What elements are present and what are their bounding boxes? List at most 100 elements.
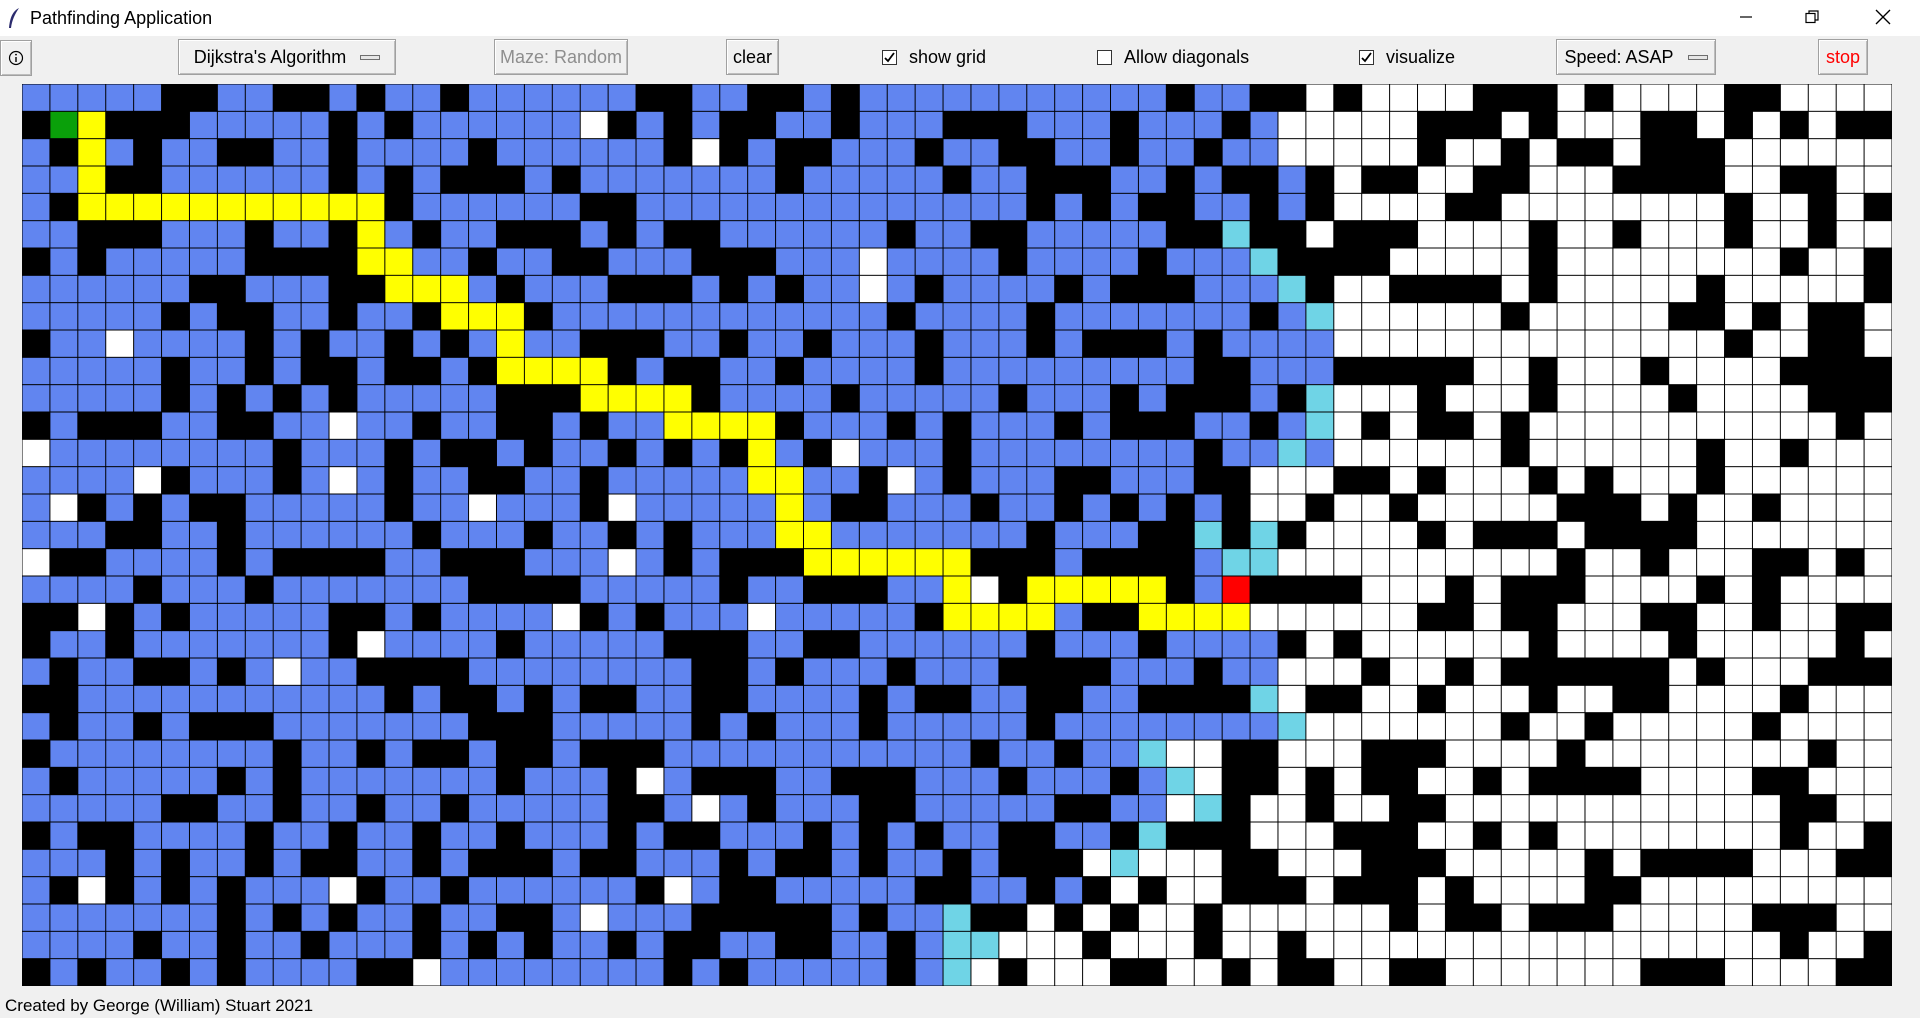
visited-cell[interactable] bbox=[217, 166, 245, 193]
wall-cell[interactable] bbox=[1027, 303, 1055, 330]
wall-cell[interactable] bbox=[413, 658, 441, 685]
wall-cell[interactable] bbox=[217, 877, 245, 904]
visited-cell[interactable] bbox=[1138, 385, 1166, 412]
visited-cell[interactable] bbox=[999, 713, 1027, 740]
wall-cell[interactable] bbox=[1194, 931, 1222, 959]
visited-cell[interactable] bbox=[1278, 166, 1306, 193]
visited-cell[interactable] bbox=[748, 521, 776, 549]
empty-cell[interactable] bbox=[1445, 549, 1473, 576]
empty-cell[interactable] bbox=[1752, 139, 1780, 166]
visited-cell[interactable] bbox=[273, 576, 301, 603]
visited-cell[interactable] bbox=[1222, 303, 1250, 330]
empty-cell[interactable] bbox=[1864, 467, 1892, 494]
path-cell[interactable] bbox=[1222, 603, 1250, 631]
empty-cell[interactable] bbox=[1445, 521, 1473, 549]
wall-cell[interactable] bbox=[1585, 521, 1613, 549]
wall-cell[interactable] bbox=[134, 576, 162, 603]
empty-cell[interactable] bbox=[1390, 467, 1418, 494]
wall-cell[interactable] bbox=[1166, 84, 1194, 111]
visited-cell[interactable] bbox=[580, 576, 608, 603]
empty-cell[interactable] bbox=[1390, 303, 1418, 330]
visited-cell[interactable] bbox=[943, 521, 971, 549]
visited-cell[interactable] bbox=[496, 193, 524, 221]
empty-cell[interactable] bbox=[1808, 685, 1836, 713]
visited-cell[interactable] bbox=[776, 221, 803, 248]
visited-cell[interactable] bbox=[385, 221, 413, 248]
empty-cell[interactable] bbox=[357, 631, 385, 658]
wall-cell[interactable] bbox=[1334, 248, 1362, 275]
wall-cell[interactable] bbox=[1222, 849, 1250, 877]
wall-cell[interactable] bbox=[1390, 357, 1418, 385]
visited-cell[interactable] bbox=[106, 357, 134, 385]
empty-cell[interactable] bbox=[1083, 849, 1111, 877]
visited-cell[interactable] bbox=[441, 849, 469, 877]
empty-cell[interactable] bbox=[1836, 740, 1864, 767]
visited-cell[interactable] bbox=[1027, 439, 1055, 467]
wall-cell[interactable] bbox=[50, 767, 78, 795]
visited-cell[interactable] bbox=[943, 139, 971, 166]
empty-cell[interactable] bbox=[1473, 631, 1501, 658]
empty-cell[interactable] bbox=[1529, 303, 1557, 330]
empty-cell[interactable] bbox=[1334, 303, 1362, 330]
visited-cell[interactable] bbox=[915, 303, 943, 330]
wall-cell[interactable] bbox=[664, 631, 692, 658]
wall-cell[interactable] bbox=[50, 877, 78, 904]
wall-cell[interactable] bbox=[162, 84, 189, 111]
visited-cell[interactable] bbox=[859, 959, 887, 986]
visited-cell[interactable] bbox=[189, 549, 217, 576]
path-cell[interactable] bbox=[915, 549, 943, 576]
wall-cell[interactable] bbox=[245, 330, 273, 357]
wall-cell[interactable] bbox=[301, 248, 329, 275]
visited-cell[interactable] bbox=[999, 193, 1027, 221]
empty-cell[interactable] bbox=[1473, 549, 1501, 576]
empty-cell[interactable] bbox=[1362, 494, 1390, 521]
visited-cell[interactable] bbox=[1027, 795, 1055, 822]
wall-cell[interactable] bbox=[1585, 713, 1613, 740]
visited-cell[interactable] bbox=[803, 193, 831, 221]
visited-cell[interactable] bbox=[301, 685, 329, 713]
empty-cell[interactable] bbox=[1669, 904, 1697, 931]
wall-cell[interactable] bbox=[1166, 221, 1194, 248]
visited-cell[interactable] bbox=[189, 767, 217, 795]
visited-cell[interactable] bbox=[301, 631, 329, 658]
visited-cell[interactable] bbox=[748, 221, 776, 248]
wall-cell[interactable] bbox=[887, 767, 915, 795]
visited-cell[interactable] bbox=[385, 576, 413, 603]
empty-cell[interactable] bbox=[1418, 248, 1445, 275]
empty-cell[interactable] bbox=[1669, 467, 1697, 494]
visited-cell[interactable] bbox=[1278, 303, 1306, 330]
visited-cell[interactable] bbox=[189, 904, 217, 931]
visited-cell[interactable] bbox=[1055, 84, 1083, 111]
visited-cell[interactable] bbox=[1222, 631, 1250, 658]
visited-cell[interactable] bbox=[245, 84, 273, 111]
wall-cell[interactable] bbox=[329, 275, 357, 303]
visited-cell[interactable] bbox=[971, 521, 999, 549]
empty-cell[interactable] bbox=[1390, 631, 1418, 658]
wall-cell[interactable] bbox=[580, 193, 608, 221]
path-cell[interactable] bbox=[692, 412, 720, 439]
wall-cell[interactable] bbox=[1306, 494, 1334, 521]
wall-cell[interactable] bbox=[664, 111, 692, 139]
wall-cell[interactable] bbox=[134, 713, 162, 740]
visited-cell[interactable] bbox=[50, 221, 78, 248]
empty-cell[interactable] bbox=[608, 549, 636, 576]
visited-cell[interactable] bbox=[1138, 111, 1166, 139]
wall-cell[interactable] bbox=[273, 795, 301, 822]
visited-cell[interactable] bbox=[943, 822, 971, 849]
visited-cell[interactable] bbox=[329, 959, 357, 986]
wall-cell[interactable] bbox=[1390, 849, 1418, 877]
empty-cell[interactable] bbox=[1278, 685, 1306, 713]
visited-cell[interactable] bbox=[162, 248, 189, 275]
wall-cell[interactable] bbox=[1501, 713, 1529, 740]
visited-cell[interactable] bbox=[915, 631, 943, 658]
wall-cell[interactable] bbox=[189, 84, 217, 111]
visited-cell[interactable] bbox=[357, 822, 385, 849]
visited-cell[interactable] bbox=[413, 713, 441, 740]
empty-cell[interactable] bbox=[1250, 904, 1278, 931]
visited-cell[interactable] bbox=[552, 111, 580, 139]
wall-cell[interactable] bbox=[1445, 877, 1473, 904]
visited-cell[interactable] bbox=[189, 248, 217, 275]
visited-cell[interactable] bbox=[273, 521, 301, 549]
empty-cell[interactable] bbox=[1725, 576, 1752, 603]
wall-cell[interactable] bbox=[1641, 685, 1669, 713]
